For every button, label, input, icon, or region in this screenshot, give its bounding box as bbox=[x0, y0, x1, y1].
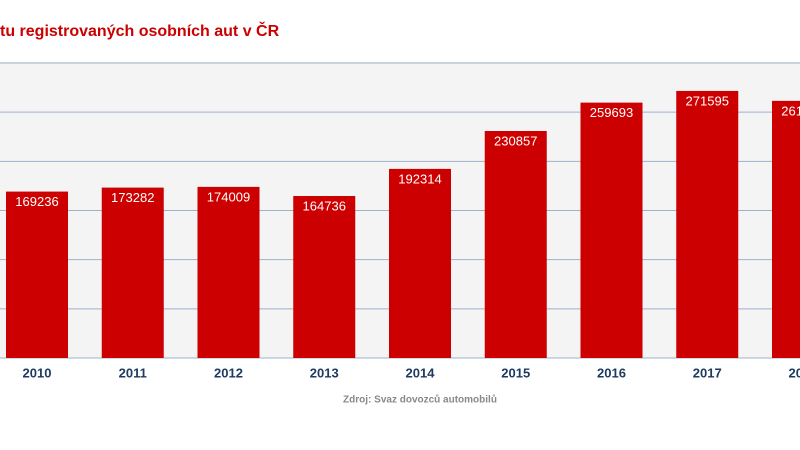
value-label: 173282 bbox=[111, 190, 154, 205]
x-tick-label: 2017 bbox=[693, 365, 722, 380]
source: Zdroj: Svaz dovozců automobilů bbox=[343, 394, 497, 406]
x-tick-label: 2011 bbox=[119, 365, 147, 380]
bar bbox=[197, 186, 260, 358]
value-label: 259693 bbox=[590, 105, 633, 120]
x-tick-label: 2018 bbox=[789, 365, 800, 380]
bar bbox=[293, 196, 356, 358]
value-label: 261500 bbox=[781, 103, 800, 118]
bar bbox=[484, 130, 547, 358]
value-label: 271595 bbox=[686, 93, 729, 108]
bar bbox=[772, 100, 800, 358]
bar bbox=[676, 90, 739, 358]
chart-title: tu registrovaných osobních aut v ČR bbox=[0, 21, 280, 40]
x-tick-label: 2016 bbox=[597, 365, 626, 380]
x-tick-label: 2010 bbox=[23, 365, 52, 380]
x-tick-label: 2012 bbox=[214, 365, 243, 380]
x-tick-label: 2015 bbox=[501, 365, 530, 380]
value-label: 164736 bbox=[303, 198, 346, 213]
x-tick-label: 2013 bbox=[310, 365, 339, 380]
bar bbox=[101, 187, 164, 358]
x-tick-label: 2014 bbox=[406, 365, 436, 380]
value-label: 192314 bbox=[398, 171, 441, 186]
value-label: 174009 bbox=[207, 189, 250, 204]
bar bbox=[389, 168, 451, 358]
bar bbox=[6, 191, 68, 358]
value-label: 169236 bbox=[15, 194, 58, 209]
value-label: 230857 bbox=[494, 133, 537, 148]
bar bbox=[580, 102, 643, 358]
